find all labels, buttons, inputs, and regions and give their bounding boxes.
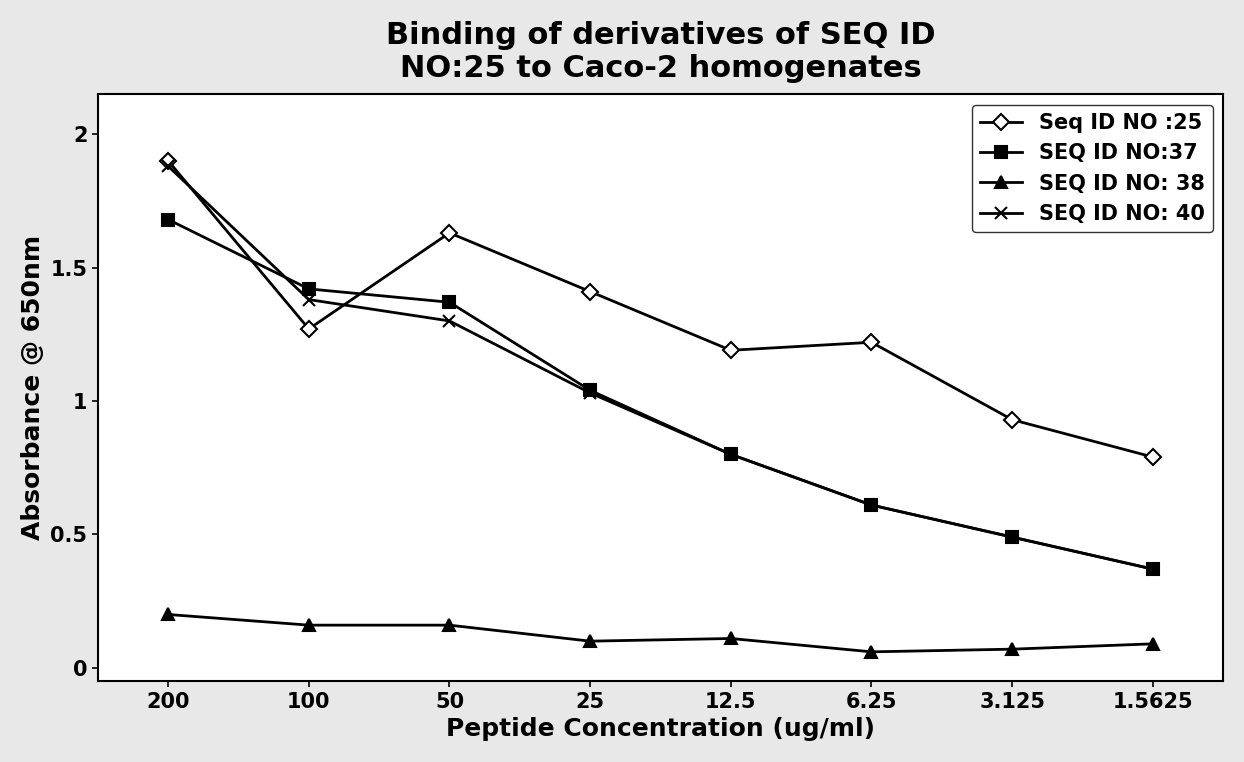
Line: Seq ID NO :25: Seq ID NO :25 [163, 155, 1158, 463]
Seq ID NO :25 [865, 338, 880, 347]
SEQ ID NO: 38: (0, 0.2): 38: (0, 0.2) [160, 610, 175, 619]
SEQ ID NO: 38: (6, 0.07): 38: (6, 0.07) [1005, 645, 1020, 654]
SEQ ID NO:37 [865, 501, 880, 510]
SEQ ID NO: 40: (0, 1.88): 40: (0, 1.88) [160, 162, 175, 171]
SEQ ID NO: 40: (3, 1.03): 40: (3, 1.03) [582, 389, 597, 398]
Line: SEQ ID NO:37: SEQ ID NO:37 [163, 214, 1158, 575]
SEQ ID NO: 40: (2, 1.3): 40: (2, 1.3) [442, 316, 457, 325]
SEQ ID NO: 40: (4, 0.8): 40: (4, 0.8) [723, 450, 738, 459]
Title: Binding of derivatives of SEQ ID
NO:25 to Caco-2 homogenates: Binding of derivatives of SEQ ID NO:25 t… [386, 21, 935, 83]
SEQ ID NO:37 [301, 284, 316, 293]
Legend: Seq ID NO :25, SEQ ID NO:37, SEQ ID NO: 38, SEQ ID NO: 40: Seq ID NO :25, SEQ ID NO:37, SEQ ID NO: … [972, 104, 1213, 232]
SEQ ID NO: 38: (7, 0.09): 38: (7, 0.09) [1146, 639, 1161, 648]
Seq ID NO :25 [582, 287, 597, 296]
SEQ ID NO:37 [582, 386, 597, 395]
Y-axis label: Absorbance @ 650nm: Absorbance @ 650nm [21, 235, 45, 540]
Line: SEQ ID NO: 40: SEQ ID NO: 40 [162, 160, 1159, 575]
SEQ ID NO: 40: (5, 0.61): 40: (5, 0.61) [865, 501, 880, 510]
SEQ ID NO: 40: (7, 0.37): 40: (7, 0.37) [1146, 565, 1161, 574]
SEQ ID NO: 38: (3, 0.1): 38: (3, 0.1) [582, 636, 597, 645]
Seq ID NO :25 [1005, 415, 1020, 424]
SEQ ID NO: 40: (6, 0.49): 40: (6, 0.49) [1005, 533, 1020, 542]
SEQ ID NO: 38: (5, 0.06): 38: (5, 0.06) [865, 647, 880, 656]
Seq ID NO :25 [301, 325, 316, 334]
SEQ ID NO:37 [723, 450, 738, 459]
Line: SEQ ID NO: 38: SEQ ID NO: 38 [163, 609, 1158, 658]
SEQ ID NO:37 [1146, 565, 1161, 574]
SEQ ID NO:37 [160, 215, 175, 224]
SEQ ID NO: 38: (2, 0.16): 38: (2, 0.16) [442, 620, 457, 629]
SEQ ID NO:37 [1005, 533, 1020, 542]
Seq ID NO :25 [1146, 453, 1161, 462]
SEQ ID NO: 40: (1, 1.38): 40: (1, 1.38) [301, 295, 316, 304]
SEQ ID NO:37 [442, 298, 457, 307]
Seq ID NO :25 [723, 346, 738, 355]
Seq ID NO :25 [442, 229, 457, 238]
SEQ ID NO: 38: (1, 0.16): 38: (1, 0.16) [301, 620, 316, 629]
Seq ID NO :25 [160, 156, 175, 165]
SEQ ID NO: 38: (4, 0.11): 38: (4, 0.11) [723, 634, 738, 643]
X-axis label: Peptide Concentration (ug/ml): Peptide Concentration (ug/ml) [447, 717, 875, 741]
